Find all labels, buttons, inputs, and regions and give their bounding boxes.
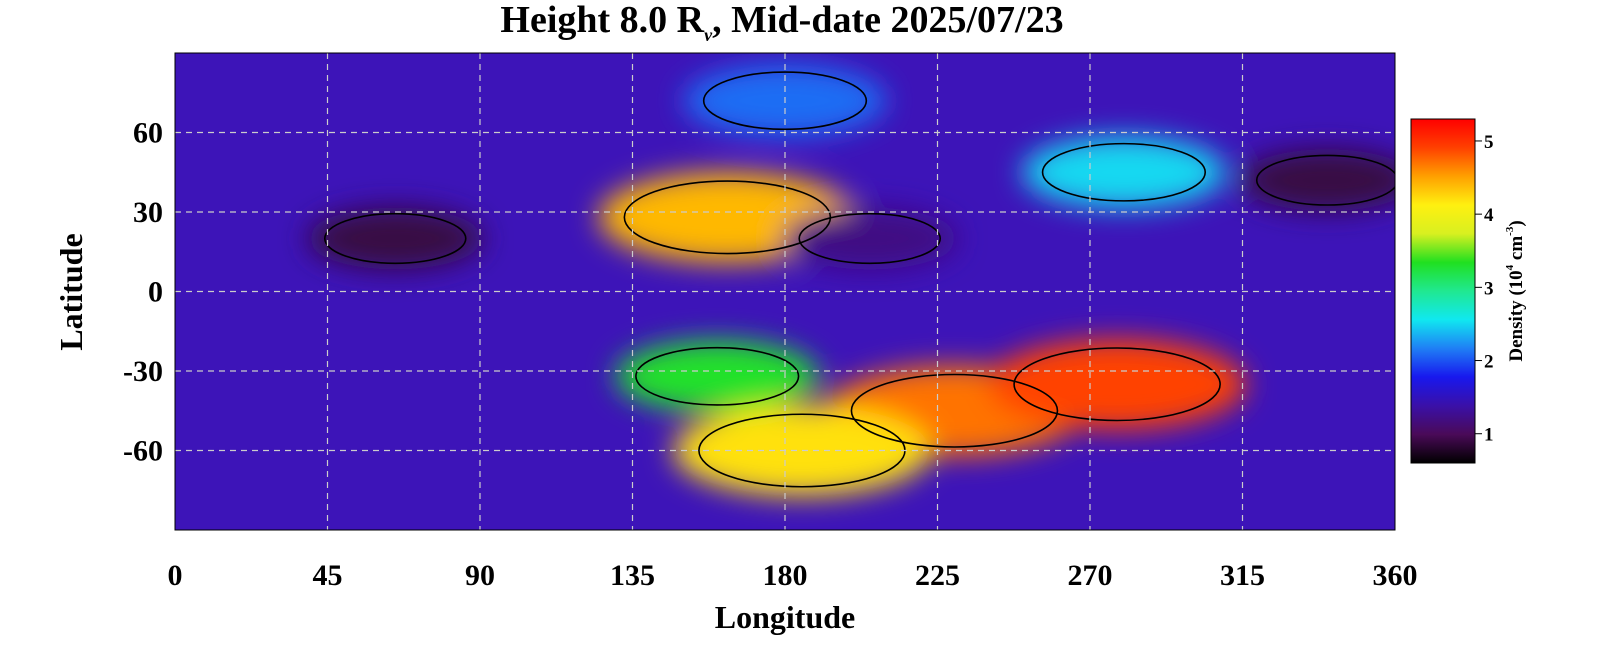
cb-label-mid: cm bbox=[1506, 236, 1527, 265]
title-suffix: , Mid-date 2025/07/23 bbox=[712, 0, 1063, 41]
density-feature-northern-streamer bbox=[1022, 136, 1226, 209]
contour-low-west bbox=[323, 212, 467, 265]
title-subscript: v bbox=[704, 25, 713, 45]
x-tick-label: 360 bbox=[1373, 559, 1418, 592]
colorbar-tick-label: 3 bbox=[1484, 278, 1494, 299]
x-tick-label: 90 bbox=[465, 559, 495, 592]
contour-low-center bbox=[798, 212, 942, 265]
density-feature-low-center bbox=[781, 207, 958, 270]
y-tick-label: -30 bbox=[123, 355, 163, 388]
contour-low-east bbox=[1255, 154, 1395, 206]
chart-title: Height 8.0 Rv, Mid-date 2025/07/23 bbox=[500, 0, 1063, 45]
contour-southern-band bbox=[850, 373, 1059, 448]
title-prefix: Height 8.0 R bbox=[500, 0, 704, 41]
colorbar-scale bbox=[1410, 118, 1476, 464]
y-tick-label: 60 bbox=[133, 117, 163, 150]
x-tick-label: 135 bbox=[610, 559, 655, 592]
density-feature-southern-lobe-south bbox=[673, 405, 931, 496]
y-tick-label: 30 bbox=[133, 196, 163, 229]
contour-northern-streamer bbox=[1041, 142, 1207, 202]
cb-label-sup1: 4 bbox=[1504, 264, 1516, 270]
colorbar-tick-label: 1 bbox=[1484, 425, 1494, 446]
x-tick-label: 315 bbox=[1220, 559, 1265, 592]
colorbar-ticks: 1 2 3 4 5 bbox=[1475, 132, 1494, 446]
contour-southern-lobe-west bbox=[635, 346, 800, 406]
contour-polar-band bbox=[702, 71, 868, 131]
grid-lines bbox=[175, 53, 1395, 530]
colorbar-tick-label: 5 bbox=[1484, 132, 1494, 153]
colorbar-tick-label: 2 bbox=[1484, 352, 1494, 373]
x-tick-labels: 0 45 90 135 180 225 270 315 360 bbox=[168, 559, 1418, 592]
x-tick-label: 225 bbox=[915, 559, 960, 592]
x-tick-label: 45 bbox=[313, 559, 343, 592]
colorbar-tick-label: 4 bbox=[1484, 205, 1494, 226]
x-tick-label: 180 bbox=[763, 559, 808, 592]
x-axis-title: Longitude bbox=[715, 599, 855, 635]
density-feature-low-east bbox=[1239, 149, 1395, 212]
contour-southern-band-core bbox=[1013, 347, 1221, 422]
y-tick-labels: 60 30 0 -30 -60 bbox=[123, 117, 163, 468]
density-feature-low-west bbox=[307, 207, 484, 270]
x-tick-label: 270 bbox=[1068, 559, 1113, 592]
y-tick-label: 0 bbox=[148, 276, 163, 309]
colorbar-label: Density (104 cm-3) bbox=[1504, 220, 1527, 361]
density-feature-southern-lobe-west bbox=[615, 340, 819, 413]
plot-area bbox=[175, 53, 1395, 530]
density-feature-southern-band-core bbox=[988, 338, 1246, 430]
cb-label-sup2: -3 bbox=[1504, 226, 1516, 236]
cb-label-suffix: ) bbox=[1506, 220, 1527, 226]
y-tick-label: -60 bbox=[123, 435, 163, 468]
y-axis-title: Latitude bbox=[53, 233, 89, 350]
plot-frame bbox=[174, 52, 1396, 531]
x-tick-label: 0 bbox=[168, 559, 183, 592]
cb-label-prefix: Density (10 bbox=[1506, 270, 1527, 361]
